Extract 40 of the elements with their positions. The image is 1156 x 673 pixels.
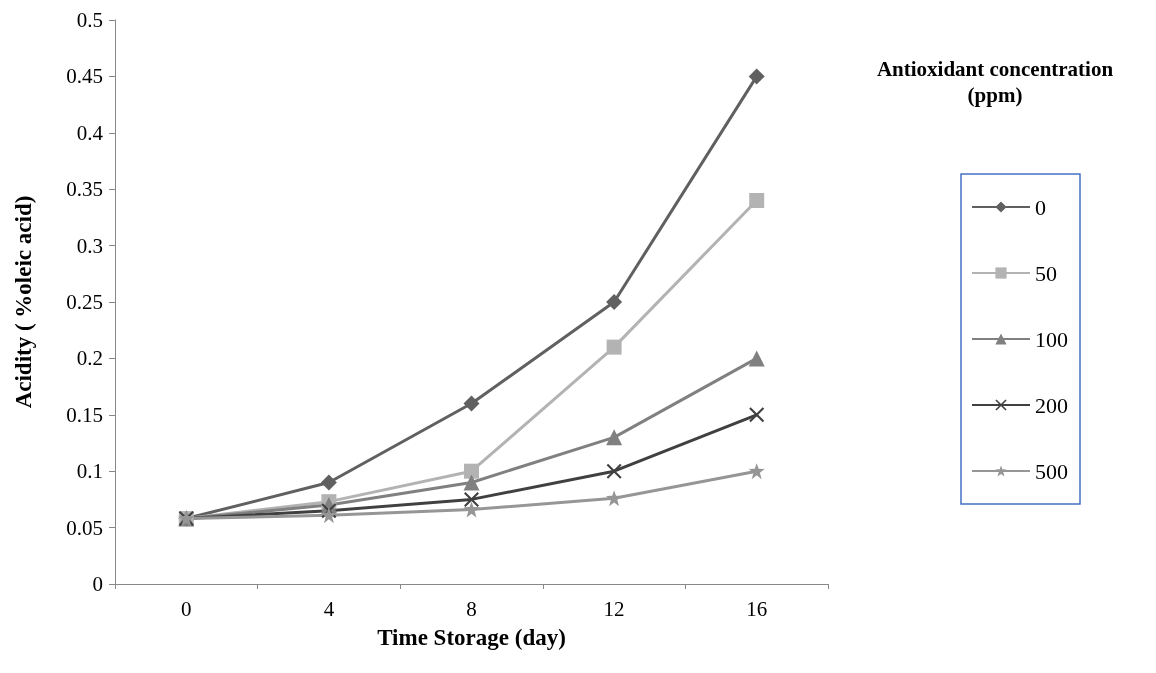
x-tick-label: 8 xyxy=(466,596,477,621)
point xyxy=(320,507,337,524)
point xyxy=(464,491,479,507)
point xyxy=(606,463,622,479)
y-tick-label: 0.4 xyxy=(76,120,104,145)
x-tick-label: 4 xyxy=(323,596,335,621)
y-tick-label: 0.05 xyxy=(66,515,103,540)
x-axis-title: Time Storage (day) xyxy=(377,625,566,650)
y-axis-title: Acidity ( %oleic acid) xyxy=(11,195,36,409)
point xyxy=(463,474,480,491)
point xyxy=(749,192,765,208)
legend-label: 0 xyxy=(1035,194,1046,220)
y-tick-label: 0.2 xyxy=(76,346,103,371)
point xyxy=(749,407,765,423)
x-tick-label: 16 xyxy=(746,596,768,621)
legend-label: 500 xyxy=(1035,458,1068,484)
point xyxy=(463,395,480,412)
x-tick-label: 12 xyxy=(603,596,625,621)
point xyxy=(606,339,622,355)
point xyxy=(606,429,623,446)
y-tick-label: 0.25 xyxy=(66,290,103,314)
y-tick-label: 0.5 xyxy=(76,8,103,32)
point xyxy=(320,474,337,491)
point xyxy=(463,501,480,518)
y-tick-label: 0.35 xyxy=(66,177,103,202)
legend-label: 50 xyxy=(1035,260,1057,286)
legend-title: Antioxidant concentration (ppm) xyxy=(876,57,1114,107)
point xyxy=(748,350,765,367)
point xyxy=(748,463,765,480)
point xyxy=(606,294,623,310)
y-tick-label: 0.1 xyxy=(76,459,103,484)
y-tick-label: 0.15 xyxy=(66,402,103,427)
point xyxy=(464,463,479,479)
point xyxy=(748,68,765,85)
y-tick-label: 0.45 xyxy=(66,64,103,89)
y-tick-label: 0 xyxy=(92,572,103,596)
legend-label: 100 xyxy=(1035,326,1068,352)
y-tick-label: 0.3 xyxy=(76,233,103,258)
x-tick-label: 0 xyxy=(181,596,192,621)
legend-label: 200 xyxy=(1035,392,1068,418)
